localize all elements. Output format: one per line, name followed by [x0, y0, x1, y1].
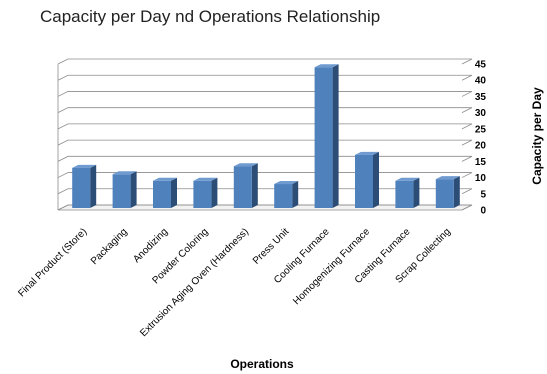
bar	[274, 181, 299, 208]
y-tick-label: 5	[480, 189, 486, 200]
bar-front	[435, 179, 454, 208]
bar-side	[292, 181, 299, 208]
bar	[153, 177, 177, 208]
x-category-label: Press Unit	[251, 226, 292, 267]
bar	[435, 176, 460, 208]
gridline	[57, 204, 473, 211]
bar-top	[355, 151, 379, 155]
gridline	[57, 123, 473, 130]
chart-title: Capacity per Day nd Operations Relations…	[40, 7, 381, 26]
gridline	[57, 91, 473, 97]
bar-side	[453, 176, 460, 208]
bar-top	[193, 177, 218, 181]
y-tick-label: 45	[475, 60, 487, 71]
x-category-label: Final Product (Store)	[16, 226, 89, 299]
bar-front	[72, 167, 91, 208]
bar	[193, 177, 218, 208]
bar	[314, 64, 339, 208]
bar-top	[72, 164, 97, 168]
bar-top	[274, 181, 299, 185]
bar-side	[211, 177, 218, 208]
gridline	[57, 155, 473, 162]
y-tick-label: 35	[475, 92, 487, 103]
y-tick-label: 10	[475, 173, 487, 184]
x-categories-layer: Final Product (Store) Packaging Anodizing P…	[16, 226, 453, 339]
y-tick-label: 15	[475, 157, 487, 168]
gridline	[57, 188, 473, 195]
bar-top	[153, 177, 177, 181]
bar-front	[274, 184, 293, 208]
gridline	[57, 172, 473, 178]
bar-top	[395, 177, 420, 181]
bar-top	[314, 64, 339, 68]
bar-side	[373, 151, 379, 208]
bar-front	[233, 166, 252, 208]
y-ticks-layer: 0 5 10 15 20 25 30 35 40 45	[475, 60, 487, 217]
gridline	[57, 139, 473, 146]
x-axis-title: Operations	[230, 357, 294, 371]
y-axis-title: Capacity per Day	[530, 87, 544, 185]
bar	[233, 163, 258, 208]
x-category-label: Homogenizing Furnace	[291, 226, 372, 307]
bar-side	[413, 177, 420, 208]
bar-front	[112, 174, 131, 208]
bar	[355, 151, 379, 208]
bar-top	[233, 163, 258, 167]
bar	[72, 164, 97, 208]
gridline	[57, 58, 473, 65]
x-category-label: Anodizing	[131, 226, 170, 265]
bar-front	[193, 180, 212, 208]
bars-layer	[72, 64, 460, 208]
bar-top	[435, 176, 460, 180]
bar-side	[332, 64, 339, 208]
bar-front	[314, 67, 333, 208]
bar-side	[90, 164, 97, 208]
bar-top	[112, 171, 137, 175]
bar	[112, 171, 137, 208]
gridline	[57, 74, 473, 81]
bar-front	[395, 180, 414, 208]
bar-side	[251, 163, 258, 208]
y-tick-label: 30	[475, 108, 487, 119]
bar-side	[130, 171, 137, 208]
y-tick-label: 25	[475, 124, 487, 135]
bar-front	[355, 154, 373, 208]
x-category-label: Packaging	[89, 226, 130, 267]
y-tick-label: 20	[475, 141, 487, 152]
bar-front	[153, 180, 171, 208]
y-tick-label: 40	[475, 76, 487, 87]
bar-side	[171, 177, 177, 208]
gridline	[57, 107, 473, 114]
y-tick-label: 0	[480, 206, 486, 217]
bar	[395, 177, 420, 208]
